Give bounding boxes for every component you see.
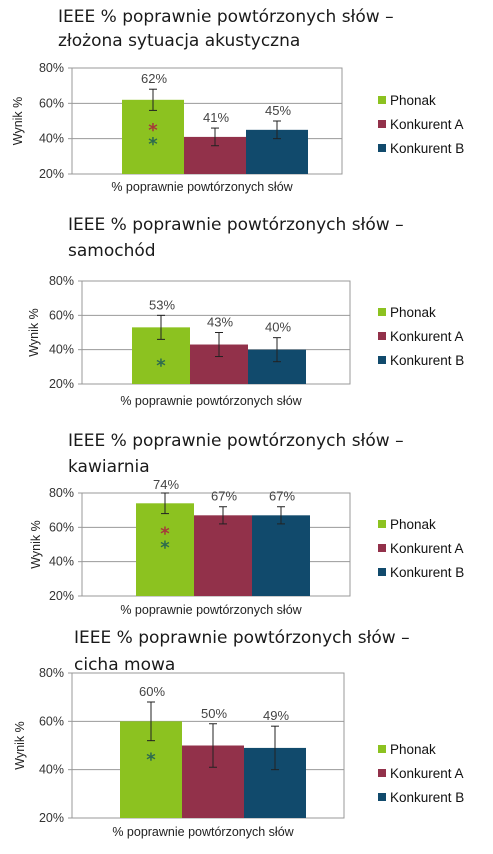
- legend-swatch: [378, 769, 386, 777]
- significance-star-green: *: [156, 355, 166, 376]
- significance-star-green: *: [160, 537, 170, 558]
- y-axis-label: Wynik %: [29, 520, 43, 569]
- significance-star-red: *: [148, 120, 158, 141]
- y-axis-label: Wynik %: [11, 97, 25, 146]
- data-label: 74%: [153, 477, 179, 492]
- chart-title-line: IEEE % poprawnie powtórzonych słów –: [68, 431, 404, 451]
- data-label: 41%: [203, 110, 229, 125]
- legend-label: Konkurent A: [390, 117, 464, 132]
- legend-label: Phonak: [390, 742, 436, 757]
- chart-title-line: samochód: [68, 241, 156, 261]
- bar-phonak: [122, 99, 184, 174]
- legend-swatch: [378, 120, 386, 128]
- data-label: 45%: [265, 103, 291, 118]
- y-tick-label: 20%: [49, 589, 74, 603]
- y-tick-label: 60%: [49, 520, 74, 534]
- y-tick-label: 20%: [39, 167, 64, 181]
- legend-label: Konkurent A: [390, 329, 464, 344]
- chart-title-line: cicha mowa: [74, 655, 175, 675]
- legend-label: Konkurent B: [390, 141, 464, 156]
- legend-label: Konkurent A: [390, 766, 464, 781]
- y-tick-label: 40%: [49, 343, 74, 357]
- y-tick-label: 40%: [39, 763, 64, 777]
- significance-star-red: *: [160, 523, 170, 544]
- chart-4: IEEE % poprawnie powtórzonych słów – cich…: [13, 628, 464, 839]
- significance-star-green: *: [148, 134, 158, 155]
- data-label: 53%: [149, 297, 175, 312]
- y-tick-label: 20%: [49, 377, 74, 391]
- legend-swatch: [378, 308, 386, 316]
- x-axis-label: % poprawnie powtórzonych słów: [120, 603, 302, 617]
- chart-title-line: IEEE % poprawnie powtórzonych słów –: [58, 7, 394, 27]
- y-tick-label: 80%: [49, 274, 74, 288]
- data-label: 49%: [263, 708, 289, 723]
- legend-label: Phonak: [390, 305, 436, 320]
- data-label: 67%: [269, 489, 295, 504]
- legend-swatch: [378, 144, 386, 152]
- data-label: 62%: [141, 71, 167, 86]
- chart-3: IEEE % poprawnie powtórzonych słów – kawi…: [29, 431, 464, 617]
- y-axis-label: Wynik %: [13, 721, 27, 770]
- legend-label: Konkurent B: [390, 790, 464, 805]
- y-tick-label: 40%: [39, 132, 64, 146]
- legend-swatch: [378, 96, 386, 104]
- legend-swatch: [378, 568, 386, 576]
- legend-label: Phonak: [390, 517, 436, 532]
- y-tick-label: 80%: [39, 666, 64, 680]
- chart-title-line: kawiarnia: [68, 457, 150, 477]
- y-tick-label: 60%: [39, 714, 64, 728]
- data-label: 40%: [265, 320, 291, 335]
- x-axis-label: % poprawnie powtórzonych słów: [112, 825, 294, 839]
- x-axis-label: % poprawnie powtórzonych słów: [111, 180, 293, 194]
- data-label: 50%: [201, 706, 227, 721]
- y-tick-label: 40%: [49, 555, 74, 569]
- chart-1: IEEE % poprawnie powtórzonych słów – złoż…: [11, 7, 464, 194]
- bar-phonak: [136, 503, 194, 596]
- legend-swatch: [378, 356, 386, 364]
- data-label: 60%: [139, 684, 165, 699]
- legend-swatch: [378, 793, 386, 801]
- y-axis-label: Wynik %: [27, 308, 41, 357]
- y-tick-label: 80%: [49, 486, 74, 500]
- data-label: 43%: [207, 315, 233, 330]
- legend-swatch: [378, 332, 386, 340]
- data-label: 67%: [211, 489, 237, 504]
- y-tick-label: 60%: [49, 308, 74, 322]
- significance-star-green: *: [146, 749, 156, 770]
- legend-swatch: [378, 520, 386, 528]
- legend-label: Konkurent A: [390, 541, 464, 556]
- y-tick-label: 60%: [39, 96, 64, 110]
- y-tick-label: 20%: [39, 811, 64, 825]
- x-axis-label: % poprawnie powtórzonych słów: [120, 394, 302, 408]
- chart-title-line: IEEE % poprawnie powtórzonych słów –: [74, 628, 410, 648]
- bar-konkurent-b: [252, 515, 310, 596]
- chart-title-line: IEEE % poprawnie powtórzonych słów –: [68, 215, 404, 235]
- y-tick-label: 80%: [39, 61, 64, 75]
- legend-swatch: [378, 544, 386, 552]
- legend-label: Konkurent B: [390, 565, 464, 580]
- bar-konkurent-a: [194, 515, 252, 596]
- legend-label: Phonak: [390, 93, 436, 108]
- legend-label: Konkurent B: [390, 353, 464, 368]
- legend-swatch: [378, 745, 386, 753]
- chart-title-line: złożona sytuacja akustyczna: [58, 31, 300, 51]
- chart-2: IEEE % poprawnie powtórzonych słów – samo…: [27, 215, 464, 408]
